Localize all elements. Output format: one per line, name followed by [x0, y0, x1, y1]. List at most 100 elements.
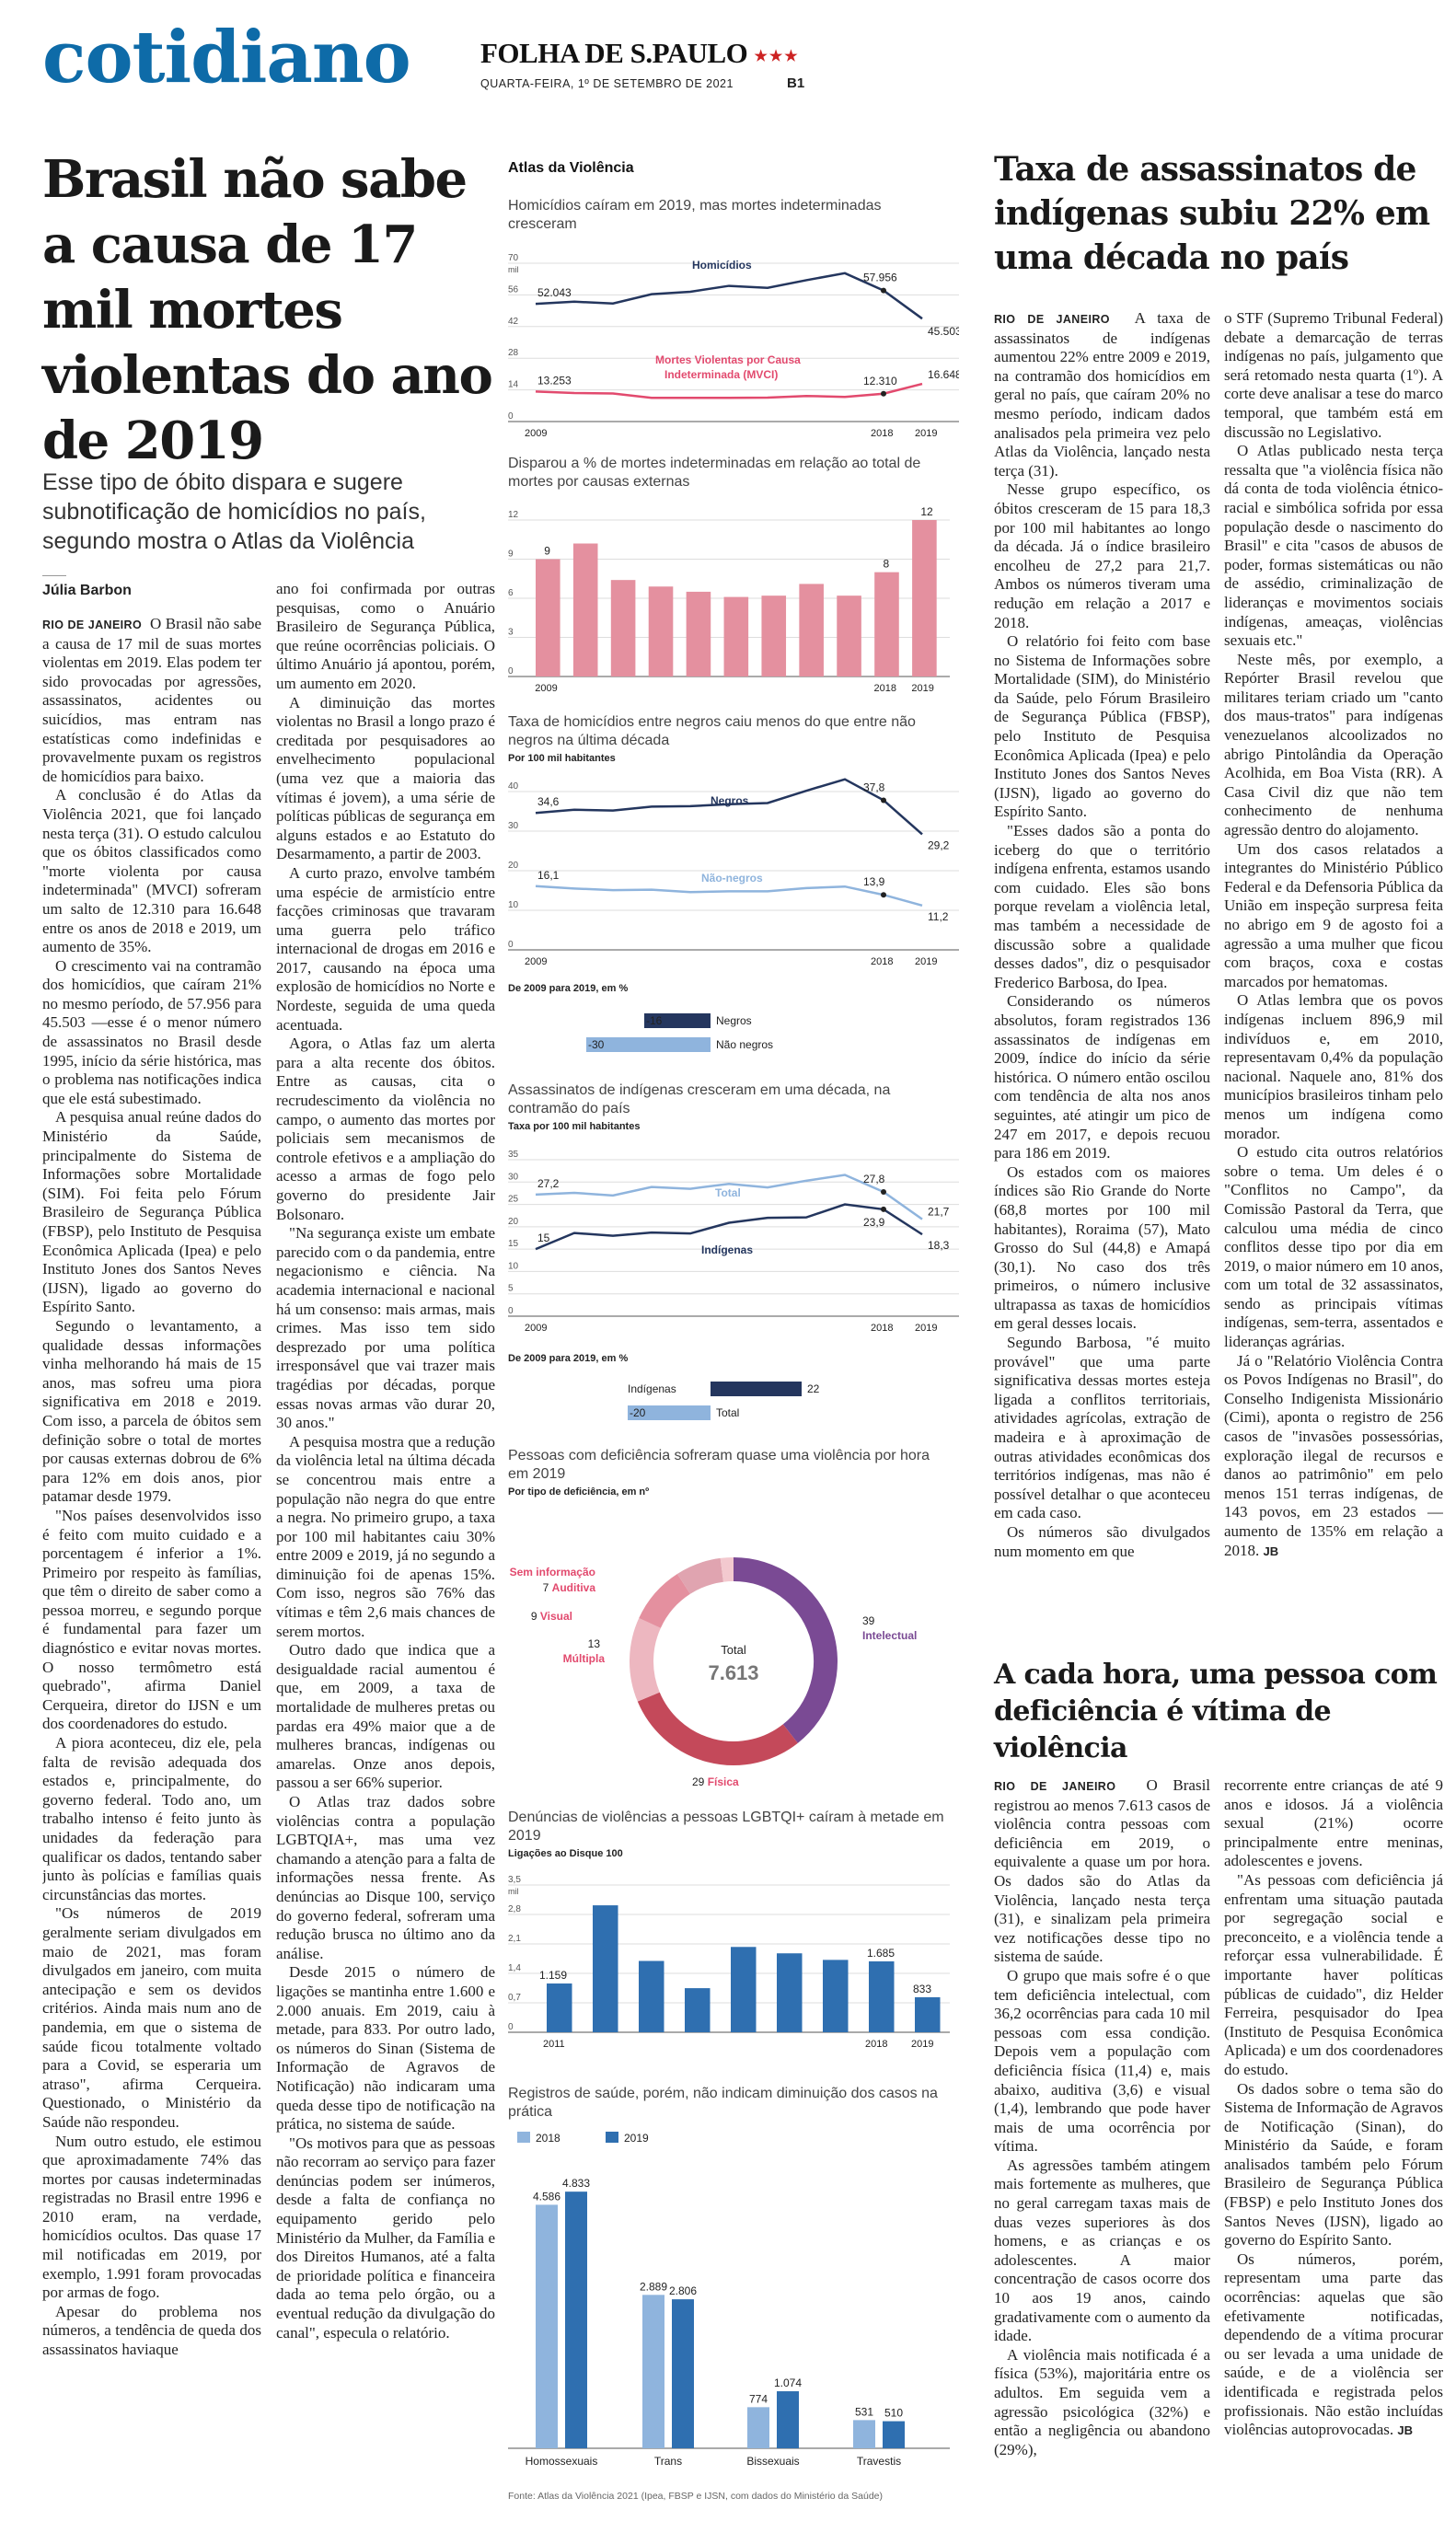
graphics-source: Fonte: Atlas da Violência 2021 (Ipea, FB…	[508, 2491, 884, 2502]
data-label: 2.806	[669, 2284, 697, 2297]
x-tick-label: 2009	[525, 956, 547, 967]
data-label: 531	[855, 2405, 873, 2418]
data-label: 21,7	[928, 1206, 950, 1219]
bar	[593, 1905, 618, 2032]
y-tick-label: 14	[508, 380, 519, 390]
y-tick-label: 10	[508, 1261, 519, 1271]
data-label: 12.310	[863, 375, 897, 387]
paragraph: "Os motivos para que as pessoas não reco…	[276, 2134, 495, 2342]
byline-rule	[42, 575, 66, 576]
y-tick-label: 0	[508, 2022, 514, 2032]
x-tick-label: 2019	[915, 1323, 937, 1334]
paragraph: Agora, o Atlas faz um alerta para a alta…	[276, 1035, 495, 1223]
paper-logo: FOLHA DE S.PAULO ★★★	[480, 37, 800, 70]
paragraph: recorrente entre crianças de até 9 anos …	[1224, 1776, 1443, 1870]
series-line-1	[535, 1203, 923, 1251]
y-tick-label: 2,8	[508, 1904, 521, 1914]
bar	[731, 1947, 757, 2032]
chart5-title: Pessoas com deficiência sofreram quase u…	[508, 1448, 930, 1482]
x-tick-label: 2018	[865, 2039, 887, 2050]
variation-category: Negros	[716, 1014, 752, 1027]
bar	[648, 586, 674, 677]
graphics-header: Atlas da Violência	[508, 160, 634, 176]
x-tick-label: 2011	[543, 2039, 565, 2050]
x-tick-label: 2019	[911, 683, 933, 694]
paragraph: Desde 2015 o número de ligações se manti…	[276, 1963, 495, 2134]
paragraph: Segundo Barbosa, "é muito provável" que …	[994, 1334, 1210, 1522]
paragraph: Neste mês, por exemplo, a Repórter Brasi…	[1224, 650, 1443, 839]
paragraph: RIO DE JANEIRO O Brasil não sabe a causa…	[42, 615, 261, 785]
paragraph: "Os números de 2019 geralmente seriam di…	[42, 1904, 261, 2131]
data-label: 52.043	[537, 286, 572, 299]
bar-2019	[565, 2191, 587, 2448]
paragraph: Já o "Relatório Violência Contra os Povo…	[1224, 1351, 1443, 1559]
data-label: 4.586	[533, 2190, 560, 2203]
series-name-label: Indígenas	[701, 1243, 753, 1256]
legend-label-2019: 2019	[624, 2132, 649, 2145]
data-label: 1.074	[774, 2376, 802, 2389]
data-label: 34,6	[537, 795, 560, 808]
x-tick-label: 2019	[915, 428, 937, 439]
y-tick-label: 0	[508, 411, 514, 422]
slice-label: 13	[588, 1637, 601, 1650]
x-tick-label: 2018	[871, 1323, 893, 1334]
chart2-bar-mvci-share: 0 3 6 9 12 9 2009 8 2018 12 2019	[508, 505, 950, 694]
series-name-label: Mortes Violentas por Causa	[655, 353, 801, 366]
y-tick-label: 40	[508, 781, 519, 792]
y-tick-label: 20	[508, 1217, 519, 1227]
series-name-label: Não-negros	[701, 872, 763, 885]
data-point	[881, 1206, 886, 1212]
bar	[912, 520, 937, 677]
paragraph: Segundo o levantamento, a qualidade dess…	[42, 1316, 261, 1506]
y-tick-label: 0,7	[508, 1993, 521, 2003]
paper-name: FOLHA DE S.PAULO	[480, 37, 748, 69]
chart6-subtitle: Ligações ao Disque 100	[508, 1848, 623, 1859]
y-tick-label: 1,4	[508, 1963, 521, 1973]
bar-2018	[642, 2295, 664, 2448]
chart1-title: Homicídios caíram em 2019, mas mortes in…	[508, 198, 882, 232]
chart1-line-homicides-mvci: 0 14 28 42 56 70 mil 52.043 57.956 45.503 13.253 12…	[508, 253, 959, 439]
y-tick-label: 5	[508, 1284, 514, 1294]
paragraph: RIO DE JANEIRO A taxa de assassinatos de…	[994, 309, 1210, 480]
category-label: Travestis	[857, 2455, 901, 2468]
y-tick-label: 6	[508, 588, 514, 598]
paragraph: A pesquisa anual reúne dados do Ministér…	[42, 1108, 261, 1316]
paragraph: Um dos casos relatados a integrantes do …	[1224, 839, 1443, 990]
chart3-line-race: 0 10 20 30 40 34,6 37,8 29,2 16,1 13,9 11,2 Negros N…	[508, 778, 959, 967]
data-label: 37,8	[863, 781, 885, 793]
paragraph: "Nos países desenvolvidos isso é feito c…	[42, 1506, 261, 1733]
series-line-0	[535, 1174, 923, 1220]
slice-label: 29 Física	[692, 1775, 739, 1786]
dateline: RIO DE JANEIRO	[42, 619, 143, 631]
y-tick-label: 35	[508, 1150, 519, 1160]
y-tick-label: 9	[508, 549, 514, 560]
series-line-0	[535, 778, 923, 836]
disability-headline: A cada hora, uma pessoa com deficiência …	[994, 1659, 1438, 1764]
paragraph: O grupo que mais sofre é o que tem defic…	[994, 1966, 1210, 2156]
chart6-bar-disque100: 0 0,7 1,4 2,1 2,8 3,5 mil 1.159 2011 1.685 2018 833…	[508, 1875, 950, 2050]
bar	[723, 596, 749, 677]
chart4-variation-title: De 2009 para 2019, em %	[508, 1353, 629, 1364]
data-label: 13,9	[863, 875, 885, 888]
chart6-title: Denúncias de violências a pessoas LGBTQI…	[508, 1810, 944, 1844]
paragraph: Apesar do problema nos números, a tendên…	[42, 2302, 261, 2359]
indigenous-column-1: RIO DE JANEIRO A taxa de assassinatos de…	[994, 309, 1210, 1616]
slice-label: 7 Auditiva	[543, 1581, 596, 1594]
paragraph: O Atlas publicado nesta terça ressalta q…	[1224, 442, 1443, 650]
donut-slice	[630, 1618, 662, 1702]
disability-column-1: RIO DE JANEIRO O Brasil registrou ao men…	[994, 1776, 1210, 2504]
chart3-variation-bars: -16 Negros -30 Não negros	[586, 1013, 773, 1052]
donut-total-label: Total	[721, 1643, 746, 1657]
chart4-subtitle: Taxa por 100 mil habitantes	[508, 1121, 641, 1132]
data-label: 12	[920, 505, 933, 518]
slice-label: 9 Visual	[531, 1610, 572, 1623]
donut-slice	[637, 1692, 798, 1765]
paragraph: "Esses dados são a ponta do iceberg do q…	[994, 822, 1210, 991]
signature: JB	[1397, 2423, 1413, 2438]
data-label: 16.648	[928, 368, 959, 381]
variation-bar	[644, 1013, 711, 1028]
indigenous-headline: Taxa de assassinatos de indígenas subiu …	[994, 150, 1430, 277]
bar	[685, 1988, 711, 2032]
series-line-1	[535, 885, 923, 908]
